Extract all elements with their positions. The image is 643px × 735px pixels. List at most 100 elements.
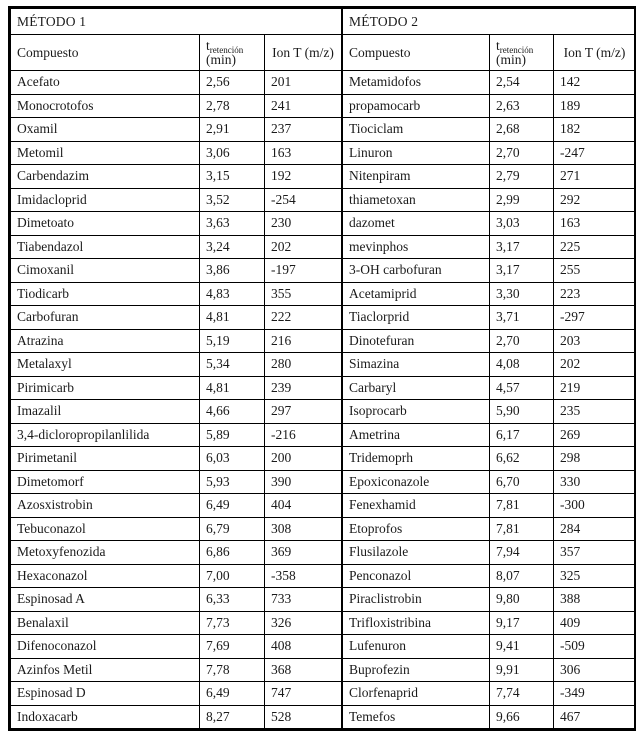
compound-cell: Azosxistrobin [10, 493, 200, 518]
compound-cell: Benalaxil [10, 610, 200, 635]
ion-cell: 747 [264, 681, 342, 706]
ion-cell: 355 [264, 281, 342, 306]
ion-cell: 182 [553, 117, 636, 142]
table-row: dazomet 3,03 163 [342, 211, 636, 236]
compound-cell: thiametoxan [342, 187, 490, 212]
table-row: Carbofuran 4,81 222 [10, 305, 342, 330]
ion-cell: 390 [264, 469, 342, 494]
retention-cell: 3,24 [199, 234, 265, 259]
compound-cell: Metalaxyl [10, 352, 200, 377]
ion-cell: -349 [553, 681, 636, 706]
table-row: Metamidofos 2,54 142 [342, 70, 636, 95]
retention-cell: 6,86 [199, 540, 265, 565]
compound-cell: Atrazina [10, 328, 200, 353]
table-row: Clorfenaprid 7,74 -349 [342, 681, 636, 706]
ion-cell: 241 [264, 93, 342, 118]
compound-cell: Tridemoprh [342, 446, 490, 471]
table-row: mevinphos 3,17 225 [342, 234, 636, 259]
compound-cell: Buprofezin [342, 657, 490, 682]
ion-cell: 284 [553, 516, 636, 541]
table-row: Oxamil 2,91 237 [10, 117, 342, 142]
retention-cell: 6,17 [489, 422, 554, 447]
retention-cell: 2,54 [489, 70, 554, 95]
retention-cell: 7,00 [199, 563, 265, 588]
retention-cell: 9,66 [489, 704, 554, 729]
ion-cell: -254 [264, 187, 342, 212]
ion-cell: 225 [553, 234, 636, 259]
retention-cell: 9,80 [489, 587, 554, 612]
table-row: Tiociclam 2,68 182 [342, 117, 636, 142]
compound-cell: Hexaconazol [10, 563, 200, 588]
ion-cell: 298 [553, 446, 636, 471]
metodo-2-body: Metamidofos 2,54 142 propamocarb 2,63 189 Tioc… [342, 70, 636, 729]
table-row: Dimetoato 3,63 230 [10, 211, 342, 236]
compound-cell: Epoxiconazole [342, 469, 490, 494]
retention-cell: 4,83 [199, 281, 265, 306]
retention-cell: 9,91 [489, 657, 554, 682]
retention-cell: 7,81 [489, 493, 554, 518]
metodo-2-title: MÉTODO 2 [342, 8, 636, 35]
retention-cell: 3,30 [489, 281, 554, 306]
ion-cell: 216 [264, 328, 342, 353]
compound-cell: Cimoxanil [10, 258, 200, 283]
table-row: Piraclistrobin 9,80 388 [342, 587, 636, 612]
compound-cell: Tiociclam [342, 117, 490, 142]
table-row: Dinotefuran 2,70 203 [342, 328, 636, 353]
table-row: Etoprofos 7,81 284 [342, 516, 636, 541]
compound-cell: Fenexhamid [342, 493, 490, 518]
compound-cell: Imidacloprid [10, 187, 200, 212]
retention-time-symbol: tretención [496, 38, 534, 56]
table-row: Pirimetanil 6,03 200 [10, 446, 342, 471]
compound-cell: dazomet [342, 211, 490, 236]
compound-cell: Piraclistrobin [342, 587, 490, 612]
column-header-retention-time: tretención (min) [199, 34, 265, 71]
retention-time-symbol: tretención [206, 38, 244, 56]
table-row: Tebuconazol 6,79 308 [10, 516, 342, 541]
table-row: Carbaryl 4,57 219 [342, 375, 636, 400]
retention-cell: 3,17 [489, 234, 554, 259]
retention-cell: 3,06 [199, 140, 265, 165]
ion-cell: 297 [264, 399, 342, 424]
ion-cell: 223 [553, 281, 636, 306]
compound-cell: Tiaclorprid [342, 305, 490, 330]
retention-cell: 2,99 [489, 187, 554, 212]
retention-cell: 7,94 [489, 540, 554, 565]
compound-cell: Pirimicarb [10, 375, 200, 400]
ion-cell: -358 [264, 563, 342, 588]
retention-cell: 6,33 [199, 587, 265, 612]
compound-cell: Azinfos Metil [10, 657, 200, 682]
compound-cell: Ametrina [342, 422, 490, 447]
metodo-2-table: MÉTODO 2 Compuesto tretención (min) Ion … [342, 8, 636, 729]
table-row: Espinosad D 6,49 747 [10, 681, 342, 706]
ion-cell: -300 [553, 493, 636, 518]
retention-cell: 3,17 [489, 258, 554, 283]
compound-cell: Espinosad D [10, 681, 200, 706]
retention-cell: 9,41 [489, 634, 554, 659]
table-row: Trifloxistribina 9,17 409 [342, 610, 636, 635]
retention-cell: 3,71 [489, 305, 554, 330]
retention-cell: 7,78 [199, 657, 265, 682]
table-row: Linuron 2,70 -247 [342, 140, 636, 165]
retention-cell: 2,68 [489, 117, 554, 142]
retention-cell: 7,73 [199, 610, 265, 635]
table-row: Metoxyfenozida 6,86 369 [10, 540, 342, 565]
ion-cell: 219 [553, 375, 636, 400]
retention-cell: 8,07 [489, 563, 554, 588]
ion-cell: -297 [553, 305, 636, 330]
retention-cell: 6,62 [489, 446, 554, 471]
retention-cell: 6,49 [199, 493, 265, 518]
compound-cell: Monocrotofos [10, 93, 200, 118]
table-row: thiametoxan 2,99 292 [342, 187, 636, 212]
compound-cell: Espinosad A [10, 587, 200, 612]
metodo-1-table: MÉTODO 1 Compuesto tretención (min) Ion … [10, 8, 342, 729]
column-header-compound: Compuesto [342, 34, 490, 71]
ion-cell: 326 [264, 610, 342, 635]
ion-cell: 368 [264, 657, 342, 682]
retention-cell: 5,19 [199, 328, 265, 353]
retention-cell: 8,27 [199, 704, 265, 729]
ion-cell: 409 [553, 610, 636, 635]
retention-cell: 7,74 [489, 681, 554, 706]
table-row: Dimetomorf 5,93 390 [10, 469, 342, 494]
compound-cell: 3,4-dicloropropilanlilida [10, 422, 200, 447]
table-row: Nitenpiram 2,79 271 [342, 164, 636, 189]
